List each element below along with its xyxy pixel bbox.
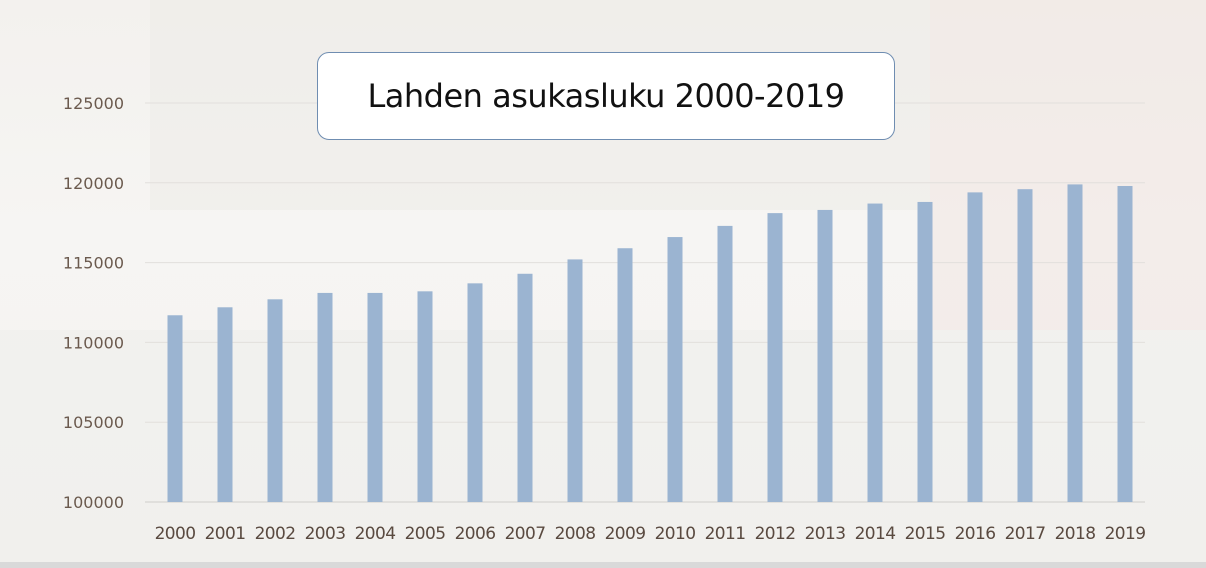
x-tick-label: 2011 [705, 524, 746, 544]
y-tick-label: 120000 [63, 174, 124, 193]
bar-2019 [1117, 185, 1133, 502]
bar-2007 [517, 273, 533, 502]
x-axis-ticks: 2000 2001 2002 2003 2004 2005 2006 2007 2008 2009… [155, 524, 1146, 544]
bar-2013 [817, 209, 833, 502]
x-tick-label: 2004 [355, 524, 396, 544]
x-tick-label: 2003 [305, 524, 346, 544]
bars [167, 184, 1133, 502]
x-tick-label: 2005 [405, 524, 446, 544]
bar-2017 [1017, 189, 1033, 502]
bar-2001 [217, 307, 233, 502]
x-tick-label: 2000 [155, 524, 196, 544]
bar-2015 [917, 201, 933, 502]
bar-2010 [667, 237, 683, 502]
x-tick-label: 2015 [905, 524, 946, 544]
bar-2009 [617, 248, 633, 502]
y-tick-label: 110000 [63, 333, 124, 352]
bar-2005 [417, 291, 433, 502]
x-tick-label: 2018 [1055, 524, 1096, 544]
x-tick-label: 2017 [1005, 524, 1046, 544]
x-tick-label: 2012 [755, 524, 796, 544]
y-tick-label: 125000 [63, 94, 124, 113]
bar-2004 [367, 292, 383, 502]
x-tick-label: 2006 [455, 524, 496, 544]
x-tick-label: 2009 [605, 524, 646, 544]
chart-title-box: Lahden asukasluku 2000-2019 [317, 52, 895, 140]
x-tick-label: 2001 [205, 524, 246, 544]
x-tick-label: 2013 [805, 524, 846, 544]
bar-2008 [567, 259, 583, 502]
bar-2006 [467, 283, 483, 502]
chart-title: Lahden asukasluku 2000-2019 [367, 77, 845, 115]
x-tick-label: 2010 [655, 524, 696, 544]
bottom-border [0, 562, 1206, 568]
y-axis-ticks: 100000 105000 110000 115000 120000 125000 [63, 94, 124, 512]
x-tick-label: 2008 [555, 524, 596, 544]
bar-2000 [167, 315, 183, 502]
y-tick-label: 115000 [63, 254, 124, 273]
y-tick-label: 100000 [63, 493, 124, 512]
y-tick-label: 105000 [63, 413, 124, 432]
bar-2003 [317, 292, 333, 502]
gridlines [145, 102, 1145, 503]
bar-2002 [267, 299, 283, 502]
bar-2011 [717, 225, 733, 502]
x-tick-label: 2007 [505, 524, 546, 544]
bar-2014 [867, 203, 883, 502]
bar-2016 [967, 192, 983, 502]
x-tick-label: 2019 [1105, 524, 1146, 544]
bar-2012 [767, 213, 783, 502]
x-tick-label: 2002 [255, 524, 296, 544]
bar-2018 [1067, 184, 1083, 502]
x-tick-label: 2016 [955, 524, 996, 544]
x-tick-label: 2014 [855, 524, 896, 544]
